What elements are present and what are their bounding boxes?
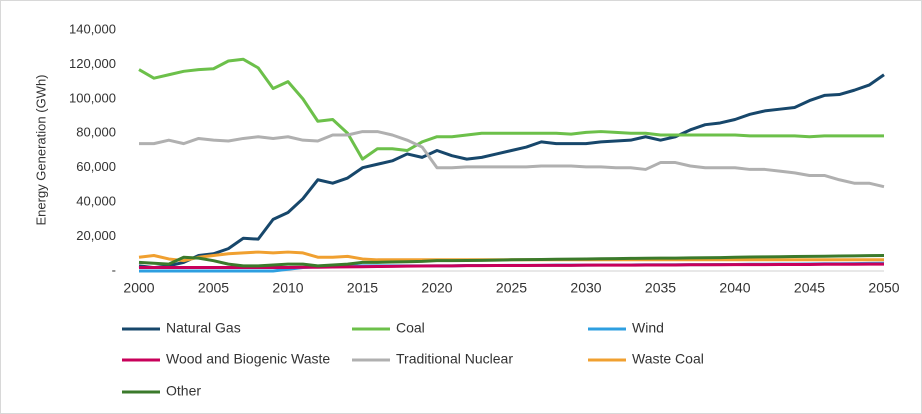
y-tick-label: 100,000 — [69, 90, 116, 105]
x-tick-label: 2000 — [123, 280, 154, 296]
series-line — [139, 262, 884, 270]
y-tick-label: 20,000 — [76, 228, 116, 243]
y-tick-label: - — [112, 262, 116, 277]
x-tick-label: 2020 — [421, 280, 452, 296]
x-tick-label: 2010 — [272, 280, 303, 296]
x-tick-label: 2050 — [868, 280, 899, 296]
x-tick-label: 2030 — [570, 280, 601, 296]
legend-label: Waste Coal — [632, 351, 704, 367]
x-tick-label: 2045 — [794, 280, 825, 296]
y-tick-label: 40,000 — [76, 194, 116, 209]
y-tick-label: 60,000 — [76, 159, 116, 174]
series-line — [138, 254, 885, 268]
legend-label: Other — [166, 383, 201, 399]
y-tick-label: 120,000 — [69, 56, 116, 71]
y-axis-label: Energy Generation (GWh) — [33, 74, 48, 225]
series-line — [138, 57, 884, 161]
x-tick-label: 2025 — [496, 280, 527, 296]
series-line — [139, 130, 885, 189]
x-tick-label: 2040 — [719, 280, 750, 296]
y-tick-label: 140,000 — [69, 21, 116, 36]
y-tick-label: 80,000 — [76, 125, 116, 140]
x-tick-label: 2015 — [347, 280, 378, 296]
legend-label: Wind — [632, 320, 664, 336]
legend-label: Natural Gas — [166, 320, 241, 336]
legend-label: Coal — [396, 320, 425, 336]
x-tick-label: 2035 — [645, 280, 676, 296]
series-line — [138, 73, 885, 270]
x-tick-label: 2005 — [198, 280, 229, 296]
legend-label: Traditional Nuclear — [396, 351, 513, 367]
legend-label: Wood and Biogenic Waste — [166, 351, 330, 367]
